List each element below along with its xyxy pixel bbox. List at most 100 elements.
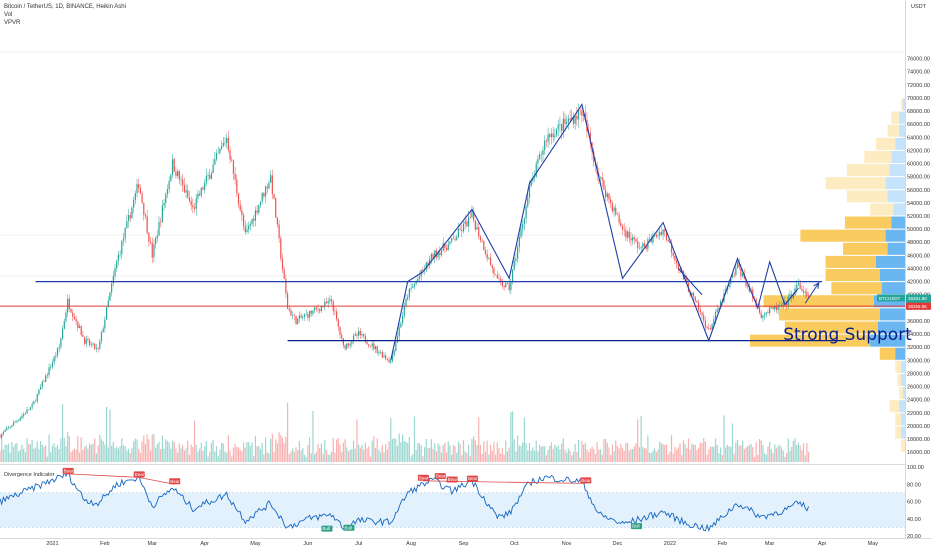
volume-bar [449,445,451,462]
time-tick-label: Mar [148,541,158,547]
strong-support-annotation[interactable]: Strong Support [783,325,912,345]
candle-body [640,247,642,249]
candle-body [170,175,172,181]
volume-bar [322,453,324,462]
candle-body [0,435,1,438]
vpvr-up-bar [870,203,894,216]
vpvr-down-bar [879,269,905,282]
candle-body [138,184,140,189]
vpvr-down-bar [870,334,905,347]
candle-body [606,193,608,198]
candle-body [270,175,272,183]
bear-badge[interactable] [434,473,446,480]
bear-badge[interactable] [133,471,145,478]
candle-body [413,283,416,287]
volume-bar [112,441,114,462]
candle-body [789,294,791,297]
candle-body [322,306,324,308]
volume-bar [315,451,317,462]
volume-bar [792,440,794,462]
bear-badge[interactable] [466,475,478,482]
volume-bar [596,442,598,462]
candle-body [654,234,656,236]
volume-bar [493,442,495,462]
candle-body [775,306,778,311]
bear-badge[interactable] [62,467,74,474]
candle-body [207,175,209,177]
volume-bar [407,443,409,462]
volume-bar [451,454,453,462]
volume-bar [784,456,786,462]
bull-badge[interactable] [321,525,333,532]
vol-indicator-label[interactable]: Vol [4,12,13,18]
vpvr-up-bar [825,177,886,190]
volume-bar [14,443,16,462]
projection-arrow[interactable] [804,282,820,304]
last-price-value: 39281.80 [908,296,927,301]
volume-bar [161,435,164,462]
candle-body [227,137,229,151]
volume-bar [736,439,739,462]
volume-bar [43,446,45,462]
candle-body [273,194,275,199]
volume-bar [153,434,155,462]
volume-bar [111,445,113,462]
volume-bar [780,447,783,462]
candles [0,103,810,440]
candle-body [500,278,502,281]
candle-body [648,238,651,240]
bear-badge[interactable] [580,477,592,484]
volume-bar [804,455,806,462]
candle-body [329,299,331,302]
candle-body [643,243,646,247]
vpvr-indicator-label[interactable]: VPVR [4,20,21,26]
volume-bar [664,444,666,462]
candle-body [601,177,603,181]
bull-badge[interactable] [631,523,643,530]
bull-badge[interactable] [343,524,355,531]
candle-body [692,292,695,297]
bear-badge[interactable] [446,476,458,483]
pattern-trendline[interactable] [390,103,799,361]
vpvr-up-bar [879,347,896,360]
candle-body [363,334,365,337]
candle-body [12,422,15,426]
candle-body [251,218,253,225]
candle-body [222,143,224,146]
candle-body [572,117,575,124]
candle-body [246,229,248,233]
volume-bar [517,435,519,462]
volume-bar [45,445,47,462]
bull-badge-label: Bull [322,526,330,531]
volume-bar [383,452,385,462]
volume-bar [676,449,678,462]
volume-bar [444,443,446,462]
volume-bar [155,447,157,462]
bear-badge[interactable] [417,474,429,481]
time-axis[interactable]: 2021 Feb Mar Apr May Jun Jul Aug Sep Oct Nov Dec 202… [46,541,878,547]
candle-body [232,160,235,174]
vpvr-down-bar [901,373,905,387]
volume-bar [708,449,710,462]
bear-badge[interactable] [169,478,181,485]
candle-body [114,268,116,277]
volume-bar [681,455,683,462]
candle-body [574,115,576,124]
pattern-trendline[interactable] [677,268,703,296]
candle-body [90,344,92,346]
red-line-tag [906,302,931,310]
volume-bar [447,441,449,462]
volume-bar [699,442,701,462]
volume-bar [83,447,86,462]
candle-body [474,220,476,230]
candle-body [456,237,458,240]
candle-body [774,306,776,310]
candle-body [241,210,243,216]
volume-bar [691,443,693,462]
candle-body [473,211,475,221]
drawing-lines[interactable]: Strong Support [0,103,912,361]
candle-body [533,176,536,178]
volume-bar [314,454,316,462]
price-axis[interactable]: 16000.00 18000.00 20000.00 22000.00 24000.00… [877,4,931,456]
